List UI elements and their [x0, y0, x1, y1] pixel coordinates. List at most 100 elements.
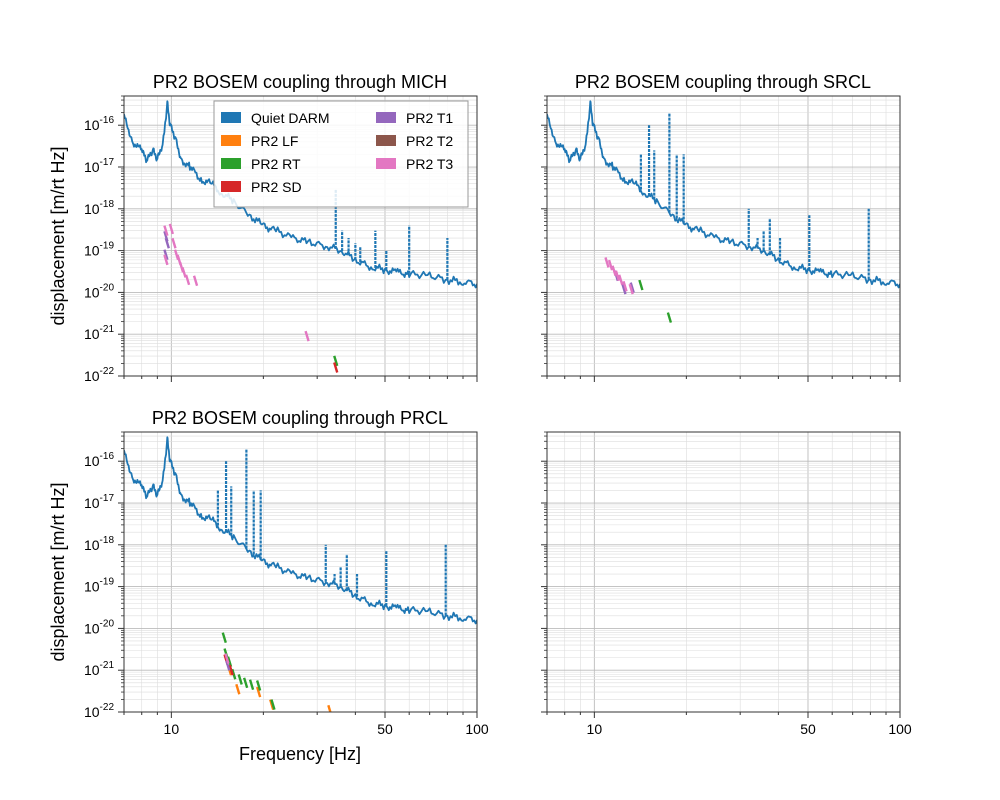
data-point — [327, 704, 332, 712]
panel-3: 10 50 100 — [541, 431, 912, 737]
data-point — [614, 270, 621, 282]
series-pr2-t3 — [604, 257, 634, 295]
legend-label: PR2 RT — [251, 156, 301, 172]
legend-entry-pr2-rt: PR2 RT — [221, 156, 301, 172]
panel-1 — [541, 95, 901, 382]
data-point — [638, 279, 644, 291]
y-tick-label: 10-22 — [84, 702, 114, 720]
y-tick-label: 10-17 — [84, 493, 114, 511]
data-point — [237, 674, 243, 685]
series-line — [124, 436, 477, 625]
legend-entry-pr2-t1: PR2 T1 — [376, 110, 453, 126]
legend-entry-pr2-t3: PR2 T3 — [376, 156, 453, 172]
data-point — [163, 249, 169, 261]
grid — [123, 431, 478, 713]
data-point — [618, 274, 624, 286]
data-point — [184, 274, 191, 286]
legend-swatch — [221, 112, 241, 123]
x-tick-label: 10 — [164, 721, 180, 737]
data-point — [333, 355, 339, 367]
legend-swatch — [376, 112, 396, 123]
data-point — [604, 257, 610, 268]
plot-area — [547, 96, 900, 376]
data-point — [248, 679, 255, 691]
legend-swatch — [376, 158, 396, 169]
data-point — [224, 653, 230, 664]
x-axis-label: Frequency [Hz] — [239, 744, 361, 764]
x-tick-label: 50 — [800, 721, 816, 737]
data-point — [255, 686, 262, 698]
data-point — [181, 267, 187, 278]
data-point — [304, 330, 310, 342]
ticks — [541, 431, 901, 718]
data-point — [270, 699, 276, 710]
y-tick-label: 10-20 — [84, 282, 114, 300]
panel-2: 10 50 100 10-22 10-21 10-20 10-19 10-18 10-17 10-… — [84, 431, 489, 737]
data-point — [622, 280, 628, 292]
data-point — [171, 237, 177, 249]
ticks — [118, 95, 478, 382]
data-point — [164, 237, 170, 249]
data-point — [607, 259, 614, 271]
data-point — [231, 668, 237, 680]
legend-entry-pr2-sd: PR2 SD — [221, 179, 302, 195]
legend-entry-quiet-darm: Quiet DARM — [221, 110, 330, 126]
plot-area — [547, 432, 900, 712]
series-line — [547, 100, 900, 289]
grid — [546, 95, 901, 377]
legend-label: PR2 LF — [251, 133, 298, 149]
ticks — [541, 95, 901, 382]
y-axis-label-bottom: displacement [m/rt Hz] — [48, 482, 68, 661]
series-pr2-t1 — [163, 230, 170, 261]
y-tick-label: 10-19 — [84, 241, 114, 259]
data-point — [192, 275, 199, 287]
legend-label: Quiet DARM — [251, 110, 330, 126]
data-point — [163, 254, 169, 266]
grid — [546, 431, 901, 713]
legend-swatch — [376, 135, 396, 146]
legend-label: PR2 T3 — [406, 156, 453, 172]
series-quiet-darm — [547, 100, 900, 289]
axes-frame — [546, 431, 901, 713]
data-point — [163, 225, 169, 237]
data-point — [611, 265, 617, 277]
series-pr2-t3 — [163, 223, 310, 342]
legend-entry-pr2-lf: PR2 LF — [221, 133, 298, 149]
data-point — [242, 677, 249, 689]
series-pr2-sd — [333, 362, 339, 373]
legend-frame — [213, 100, 469, 208]
data-point — [629, 282, 635, 293]
y-tick-label: 10-17 — [84, 157, 114, 175]
data-point — [221, 632, 227, 644]
x-tick-label: 100 — [465, 721, 489, 737]
series-layer — [547, 100, 900, 323]
legend-label: PR2 T2 — [406, 133, 453, 149]
legend: Quiet DARM PR2 LF PR2 RT PR2 SD PR2 T1 P… — [213, 100, 469, 208]
axes-frame — [123, 95, 478, 377]
data-point — [228, 664, 234, 676]
data-point — [628, 283, 634, 295]
series-layer — [124, 436, 477, 712]
axes-frame — [546, 95, 901, 377]
panel-title-prcl: PR2 BOSEM coupling through PRCL — [152, 408, 448, 428]
legend-swatch — [221, 181, 241, 192]
series-pr2-rt — [221, 632, 276, 710]
x-tick-label: 10 — [587, 721, 603, 737]
legend-swatch — [221, 158, 241, 169]
data-point — [621, 283, 627, 295]
legend-label: PR2 T1 — [406, 110, 453, 126]
y-tick-label: 10-21 — [84, 660, 114, 678]
data-point — [235, 683, 241, 695]
y-tick-label: 10-22 — [84, 366, 114, 384]
ticks — [118, 431, 478, 718]
x-tick-label: 50 — [377, 721, 393, 737]
y-tick-label: 10-16 — [84, 451, 114, 469]
y-tick-label: 10-20 — [84, 618, 114, 636]
y-tick-label: 10-18 — [84, 199, 114, 217]
y-tick-label: 10-16 — [84, 115, 114, 133]
axes-frame — [123, 431, 478, 713]
x-tick-label: 100 — [888, 721, 912, 737]
legend-swatch — [221, 135, 241, 146]
series-pr2-rt — [333, 355, 339, 367]
